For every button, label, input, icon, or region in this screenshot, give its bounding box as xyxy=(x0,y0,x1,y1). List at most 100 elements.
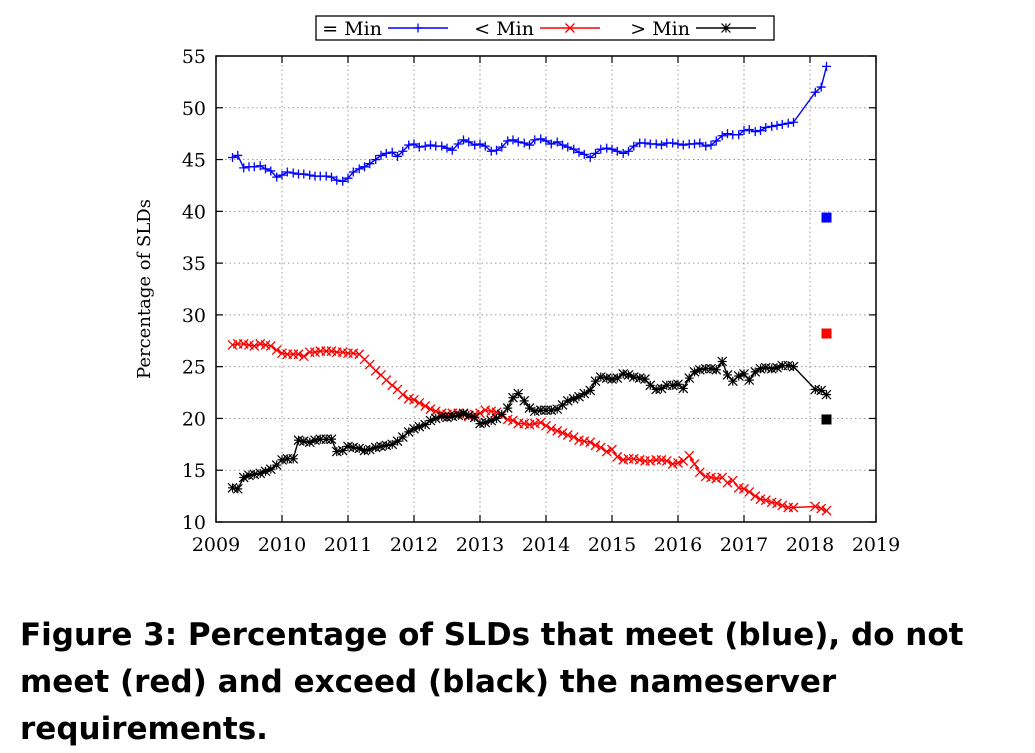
asterisk-point xyxy=(755,363,766,374)
plus-point xyxy=(459,135,468,145)
asterisk-point xyxy=(700,363,711,374)
cross-point xyxy=(739,483,749,494)
asterisk-point xyxy=(689,366,700,377)
cross-point xyxy=(568,432,579,443)
plus-point xyxy=(426,140,435,150)
plus-point xyxy=(365,159,375,169)
cross-point xyxy=(772,498,782,509)
asterisk-point xyxy=(810,384,821,395)
asterisk-point xyxy=(491,413,502,424)
plus-point xyxy=(266,166,276,176)
plus-point xyxy=(442,143,452,153)
cross-point xyxy=(508,415,518,426)
plus-point xyxy=(668,138,678,148)
cross-point xyxy=(711,473,722,484)
plus-point xyxy=(579,149,589,159)
asterisk-point xyxy=(524,403,535,414)
asterisk-point xyxy=(667,380,678,391)
asterisk-point xyxy=(486,415,497,426)
plus-point xyxy=(651,139,661,149)
plus-point xyxy=(739,126,749,136)
asterisk-point xyxy=(376,441,386,452)
cross-point xyxy=(684,450,695,461)
square-marker xyxy=(821,328,832,339)
cross-point xyxy=(661,455,672,466)
square-marker-layer xyxy=(821,212,832,425)
plus-point xyxy=(596,144,606,154)
asterisk-point xyxy=(343,441,353,452)
cross-point xyxy=(370,365,381,376)
legend-label: > Min xyxy=(630,18,690,40)
plus-point xyxy=(822,61,831,71)
asterisk-point xyxy=(645,380,656,391)
y-tick-label: 20 xyxy=(182,408,206,430)
asterisk-point xyxy=(232,483,243,494)
cross-point xyxy=(760,495,771,506)
plus-point xyxy=(233,150,243,160)
asterisk-point xyxy=(265,464,276,475)
asterisk-point xyxy=(535,405,546,416)
asterisk-point xyxy=(298,436,309,447)
asterisk-point xyxy=(760,362,771,373)
cross-point xyxy=(475,408,485,419)
asterisk-point xyxy=(727,376,738,387)
asterisk-point xyxy=(562,395,573,406)
plus-point xyxy=(607,144,617,154)
plus-point xyxy=(282,167,292,177)
asterisk-point xyxy=(694,364,705,375)
cross-point xyxy=(480,405,491,416)
plus-point xyxy=(546,139,556,149)
plus-point xyxy=(723,129,732,139)
cross-point xyxy=(590,440,601,451)
plus-point xyxy=(750,127,760,137)
plus-point xyxy=(348,167,358,177)
plus-point xyxy=(772,120,782,130)
cross-point xyxy=(673,458,683,468)
asterisk-point xyxy=(409,423,419,434)
asterisk-point xyxy=(238,472,249,483)
asterisk-point xyxy=(447,411,458,422)
cross-point xyxy=(557,427,568,438)
cross-point xyxy=(727,475,738,486)
asterisk-point xyxy=(706,363,716,374)
plus-point xyxy=(690,139,699,149)
plus-point xyxy=(513,137,523,147)
legend-label: < Min xyxy=(474,18,534,40)
asterisk-point xyxy=(739,368,749,379)
asterisk-point xyxy=(304,437,315,448)
plus-point xyxy=(387,147,397,157)
cross-point xyxy=(777,500,788,511)
plus-point xyxy=(475,139,485,149)
cross-point xyxy=(293,349,304,360)
asterisk-point xyxy=(585,385,596,396)
asterisk-point xyxy=(458,408,469,419)
y-tick-label: 45 xyxy=(182,150,206,172)
x-tick-label: 2010 xyxy=(258,534,306,556)
asterisk-point xyxy=(271,460,282,470)
cross-point xyxy=(612,451,623,462)
asterisk-point xyxy=(326,434,337,445)
cross-point xyxy=(607,444,617,455)
asterisk-point xyxy=(249,469,260,480)
asterisk-point xyxy=(480,417,491,428)
plus-point xyxy=(591,148,600,158)
plus-point xyxy=(783,118,793,128)
cross-point xyxy=(397,389,408,400)
series-layer xyxy=(227,61,832,516)
cross-point xyxy=(562,430,573,440)
plus-point xyxy=(767,121,777,131)
cross-point xyxy=(601,446,612,457)
asterisk-point xyxy=(607,374,617,385)
series-1 xyxy=(228,61,831,186)
plus-point xyxy=(640,138,650,148)
plus-point xyxy=(486,146,496,156)
y-tick-label: 30 xyxy=(182,305,206,327)
asterisk-point xyxy=(733,371,744,381)
cross-point xyxy=(645,455,656,466)
square-marker xyxy=(821,212,832,223)
cross-point xyxy=(265,340,276,351)
plus-point xyxy=(332,175,342,185)
plus-point xyxy=(299,169,309,179)
y-axis-label: Percentage of SLDs xyxy=(134,199,155,379)
plus-point xyxy=(321,171,331,181)
